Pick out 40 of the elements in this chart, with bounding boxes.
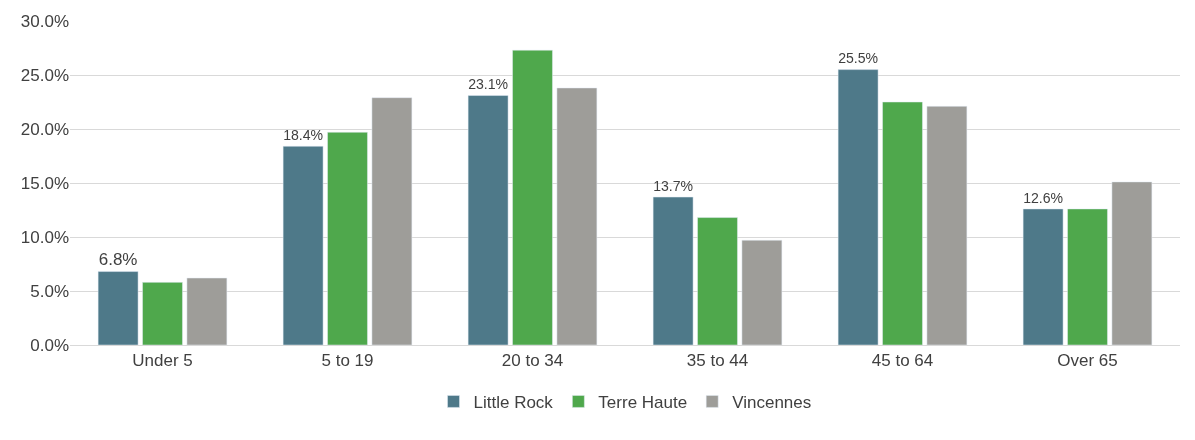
y-tick-label: 20.0% [20, 119, 69, 139]
bar [837, 69, 879, 345]
bar [282, 146, 324, 345]
y-tick-label: 25.0% [20, 65, 69, 85]
y-tick-label: 0.0% [30, 335, 69, 355]
bar [467, 95, 509, 345]
legend-label: Terre Haute [598, 393, 688, 413]
x-tick-label: 5 to 19 [321, 351, 374, 371]
bar [371, 97, 413, 345]
data-label: 6.8% [98, 249, 138, 269]
data-label: 18.4% [283, 126, 324, 143]
bar [1022, 208, 1064, 345]
y-tick-label: 5.0% [30, 281, 69, 301]
bar [697, 217, 738, 345]
x-tick-label: Over 65 [1057, 351, 1118, 371]
bar [882, 101, 923, 345]
bar [926, 106, 968, 345]
bar [97, 271, 139, 345]
data-label: 23.1% [468, 76, 509, 93]
x-tick-label: 45 to 64 [871, 351, 934, 371]
y-tick-label: 10.0% [20, 227, 69, 247]
bar [652, 196, 694, 345]
y-tick-label: 30.0% [20, 11, 69, 31]
bar [512, 49, 553, 345]
x-tick-label: Under 5 [132, 351, 193, 371]
bar [1067, 208, 1108, 345]
x-tick-label: 35 to 44 [686, 351, 749, 371]
bar [327, 131, 368, 345]
y-tick-label: 15.0% [20, 173, 69, 193]
data-label: 25.5% [838, 50, 879, 67]
bar [556, 87, 598, 345]
bar [1111, 181, 1153, 345]
data-label: 13.7% [653, 177, 694, 194]
legend-label: Little Rock [473, 393, 554, 413]
bar [741, 239, 783, 345]
legend-label: Vincennes [732, 393, 812, 413]
bar [186, 277, 228, 345]
bar [142, 282, 183, 345]
data-label: 12.6% [1023, 189, 1064, 206]
x-tick-label: 20 to 34 [501, 351, 564, 371]
